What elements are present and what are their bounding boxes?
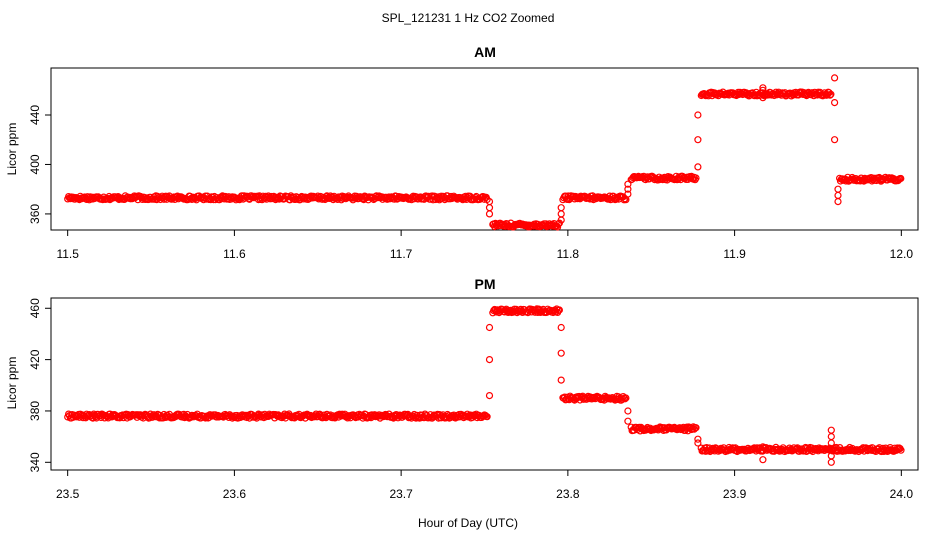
data-point [557, 376, 565, 384]
data-point [621, 395, 629, 403]
data-point [759, 443, 767, 451]
data-point [759, 86, 767, 94]
data-point [692, 424, 700, 432]
data-point [827, 426, 835, 434]
data-point [485, 198, 494, 206]
y-tick-label: 360 [28, 204, 42, 224]
x-tick-label: 11.5 [56, 247, 79, 261]
plot-frame [50, 67, 919, 231]
x-tick-label: 23.9 [723, 487, 747, 501]
data-point [485, 392, 494, 400]
data-point [624, 180, 632, 188]
data-point [485, 210, 494, 218]
axes: 23.5 23.6 23.7 23.8 23.9 24.0 340 380 420 460 [28, 298, 913, 501]
data-points [64, 74, 905, 231]
x-tick-label: 11.9 [723, 247, 746, 261]
data-point [624, 190, 632, 198]
data-point [483, 413, 491, 421]
data-point [827, 433, 835, 441]
x-tick-label: 23.6 [223, 487, 247, 501]
data-point [694, 163, 702, 171]
data-point [694, 435, 702, 443]
y-tick-label: 440 [28, 105, 42, 125]
y-tick-label: 380 [28, 401, 42, 421]
x-tick-label: 23.7 [389, 487, 413, 501]
data-point [830, 74, 839, 82]
data-point [827, 452, 835, 460]
data-point [834, 198, 842, 206]
data-point [557, 210, 565, 218]
x-tick-label: 11.7 [390, 247, 413, 261]
y-tick-label: 460 [28, 298, 42, 318]
data-point [759, 84, 767, 92]
figure-title: SPL_121231 1 Hz CO2 Zoomed [382, 11, 555, 25]
data-point [622, 394, 630, 402]
axes: 11.5 11.6 11.7 11.8 11.9 12.0 360 400 440 [28, 105, 913, 261]
x-tick-label: 11.8 [557, 247, 580, 261]
x-tick-label: 12.0 [890, 247, 914, 261]
data-point [624, 417, 632, 425]
y-tick-label: 420 [28, 349, 42, 369]
panel-pm: PM Licor ppm 23.5 23.6 23.7 23.8 23.9 24.0 340… [5, 276, 919, 501]
data-point [826, 91, 834, 99]
plot-frame [50, 297, 919, 471]
panel-am: AM Licor ppm 11.5 11.6 11.7 11.8 11.9 12.0 360… [5, 44, 919, 261]
data-point [830, 136, 839, 144]
x-tick-label: 23.5 [56, 487, 80, 501]
data-point [830, 98, 839, 107]
data-point [827, 458, 835, 466]
y-axis-label: Licor ppm [5, 357, 19, 410]
data-point [834, 191, 842, 199]
data-point [897, 446, 905, 454]
data-point [897, 174, 905, 183]
x-tick-label: 11.6 [223, 247, 246, 261]
y-tick-label: 400 [28, 154, 42, 174]
data-point [557, 323, 565, 332]
panel-title: PM [475, 276, 496, 292]
data-point [485, 204, 494, 212]
x-tick-label: 23.8 [556, 487, 580, 501]
data-points [64, 305, 905, 466]
data-point [759, 456, 767, 464]
y-axis-label: Licor ppm [5, 123, 19, 176]
data-point [827, 90, 835, 98]
data-point [553, 223, 562, 231]
data-point [694, 439, 702, 447]
data-point [694, 136, 702, 144]
data-point [485, 323, 494, 332]
y-tick-label: 340 [28, 452, 42, 472]
data-point [834, 185, 842, 193]
data-point [692, 174, 700, 182]
data-point [555, 306, 564, 314]
data-point [624, 185, 632, 193]
data-point [624, 407, 632, 415]
data-point [557, 204, 565, 212]
data-point [694, 111, 702, 119]
data-point [485, 356, 494, 364]
data-point [759, 94, 767, 102]
x-tick-label: 24.0 [890, 487, 914, 501]
data-point [481, 411, 489, 419]
figure-xlabel: Hour of Day (UTC) [418, 516, 518, 530]
data-point [557, 349, 565, 357]
panel-title: AM [474, 44, 496, 60]
